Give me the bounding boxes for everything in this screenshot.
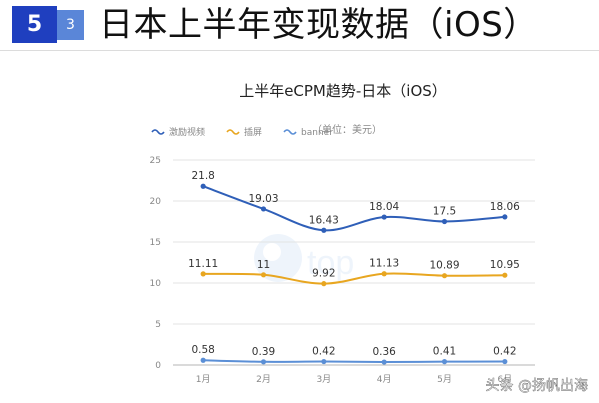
data-point	[441, 218, 448, 225]
data-label: 0.39	[252, 346, 275, 358]
data-point	[381, 271, 387, 277]
data-point	[381, 214, 387, 220]
data-point	[502, 272, 508, 278]
watermark-brand-text: top	[307, 244, 354, 282]
x-tick-label: 5月	[437, 374, 452, 385]
data-label: 11.11	[188, 258, 218, 270]
unit-note: （单位：美元）	[312, 123, 382, 136]
data-label: 11.13	[369, 258, 399, 270]
x-tick-label: 6月	[497, 374, 512, 385]
y-axis: 0 5 10 15 20 25	[150, 156, 162, 371]
y-tick-label: 25	[150, 156, 161, 166]
data-point	[260, 359, 267, 365]
data-label: 17.5	[433, 206, 456, 218]
y-tick-label: 20	[150, 197, 162, 207]
x-tick-label: 1月	[196, 374, 211, 385]
legend-swatch	[151, 129, 165, 135]
header-divider	[0, 50, 599, 51]
data-label: 18.06	[490, 201, 520, 213]
y-tick-label: 10	[150, 279, 162, 289]
data-label: 21.8	[191, 170, 214, 182]
y-tick-label: 0	[155, 361, 161, 371]
legend-label: 激励视频	[169, 126, 205, 138]
data-point	[502, 358, 508, 365]
data-label: 18.04	[369, 201, 399, 213]
series-2: 0.58 0.39 0.42 0.36 0.41 0.42	[191, 344, 517, 365]
x-tick-label: 3月	[316, 374, 331, 385]
series-line	[203, 272, 505, 285]
series-0: 21.8 19.03 16.43 18.04 17.5 18.06	[191, 170, 520, 233]
chart-title: 上半年eCPM趋势-日本（iOS）	[239, 82, 447, 100]
data-point	[502, 214, 508, 220]
data-label: 0.42	[493, 346, 516, 358]
data-label: 19.03	[248, 193, 278, 205]
data-label: 0.42	[312, 346, 335, 358]
data-label: 9.92	[312, 268, 335, 280]
data-label: 0.58	[191, 344, 214, 356]
legend-label: banner	[301, 128, 333, 138]
grid-lines	[173, 159, 535, 366]
data-label: 0.36	[372, 346, 396, 358]
page-title: 日本上半年变现数据（iOS）	[99, 5, 538, 45]
series-line	[203, 359, 505, 364]
sub-number-badge: 3	[57, 10, 84, 40]
data-point	[381, 359, 387, 365]
data-point	[260, 272, 267, 278]
legend-swatch	[226, 129, 240, 135]
credit-watermark: 头条 @扬帆出海	[486, 377, 588, 394]
x-axis: 1月 2月 3月 4月 5月 6月	[196, 374, 512, 385]
data-label: 10.89	[429, 260, 459, 272]
x-tick-label: 2月	[256, 374, 271, 385]
legend-label: 插屏	[244, 126, 262, 138]
data-point	[441, 359, 448, 365]
chart-legend: 激励视频 插屏 banner	[151, 126, 333, 138]
watermark-logo: top	[254, 234, 354, 282]
data-point	[441, 273, 448, 279]
data-point	[200, 357, 206, 363]
data-point	[321, 227, 327, 233]
data-point	[260, 206, 267, 212]
data-point	[321, 358, 327, 365]
legend-swatch	[283, 129, 297, 135]
data-label: 10.95	[490, 259, 520, 271]
y-tick-label: 5	[155, 320, 161, 330]
y-tick-label: 15	[150, 238, 161, 248]
series-1: 11.11 11 9.92 11.13 10.89 10.95	[188, 258, 520, 287]
x-tick-label: 4月	[377, 374, 392, 385]
data-point	[200, 271, 206, 277]
section-number-badge: 5	[12, 6, 57, 43]
data-point	[200, 183, 206, 189]
data-point	[321, 281, 327, 287]
data-label: 0.41	[433, 346, 456, 358]
data-label: 16.43	[309, 214, 339, 226]
data-label: 11	[257, 259, 270, 271]
